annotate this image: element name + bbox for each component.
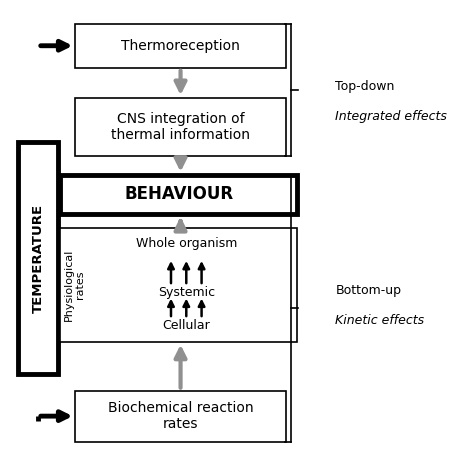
Text: Whole organism: Whole organism: [136, 237, 237, 250]
Text: Systemic: Systemic: [158, 286, 215, 299]
Bar: [75, 24, 286, 68]
Text: Top-down: Top-down: [336, 80, 395, 93]
Text: BEHAVIOUR: BEHAVIOUR: [124, 185, 233, 204]
Text: Cellular: Cellular: [163, 320, 210, 332]
Bar: [60, 175, 297, 214]
Text: Bottom-up: Bottom-up: [336, 284, 401, 297]
Text: Thermoreception: Thermoreception: [121, 39, 240, 53]
Text: TEMPERATURE: TEMPERATURE: [32, 204, 44, 313]
Bar: [75, 391, 286, 442]
Text: Physiological
rates: Physiological rates: [64, 249, 85, 321]
Text: Kinetic effects: Kinetic effects: [336, 314, 424, 328]
Bar: [75, 98, 286, 156]
Bar: [18, 142, 58, 374]
Text: Integrated effects: Integrated effects: [336, 110, 447, 123]
Text: Biochemical reaction
rates: Biochemical reaction rates: [108, 401, 253, 431]
Bar: [60, 228, 297, 342]
Text: CNS integration of
thermal information: CNS integration of thermal information: [111, 112, 250, 142]
